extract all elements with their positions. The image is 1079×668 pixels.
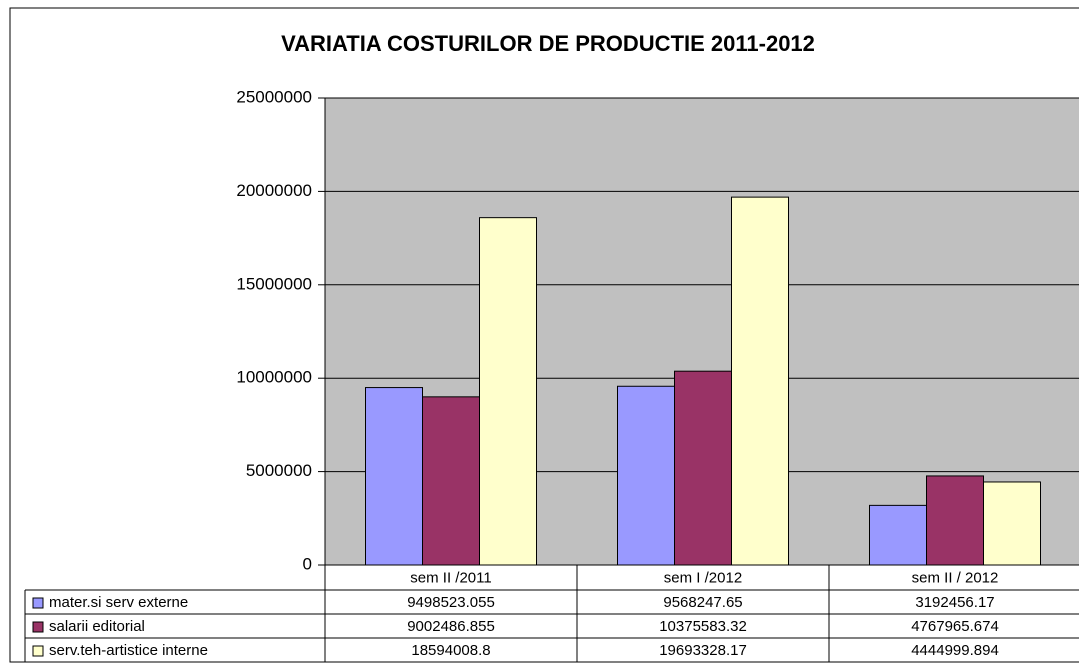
y-tick-label: 0	[303, 554, 312, 573]
legend-key	[32, 597, 44, 609]
y-tick-label: 15000000	[236, 274, 312, 293]
table-value: 9498523.055	[407, 594, 495, 611]
table-value: 9002486.855	[407, 618, 495, 635]
x-tick-label: sem I /2012	[664, 569, 742, 586]
y-tick-label: 20000000	[236, 181, 312, 200]
bar	[365, 387, 423, 566]
table-value: 4767965.674	[911, 618, 999, 635]
table-value: 19693328.17	[659, 642, 747, 659]
x-tick-label: sem II /2011	[410, 569, 491, 586]
bar	[926, 475, 984, 566]
bar	[617, 385, 675, 566]
bar	[479, 217, 537, 566]
y-tick-label: 5000000	[246, 461, 312, 480]
y-tick-label: 10000000	[236, 368, 312, 387]
legend-label: mater.si serv externe	[49, 594, 188, 611]
legend-key	[32, 621, 44, 633]
table-value: 3192456.17	[915, 594, 994, 611]
bar	[731, 196, 789, 566]
chart-title: VARIATIA COSTURILOR DE PRODUCTIE 2011-20…	[281, 31, 815, 56]
table-value: 18594008.8	[411, 642, 490, 659]
bar	[422, 396, 480, 566]
bar	[674, 370, 732, 566]
bar	[869, 504, 927, 566]
y-tick-label: 25000000	[236, 87, 312, 106]
legend-key	[32, 645, 44, 657]
table-value: 9568247.65	[663, 594, 742, 611]
table-value: 10375583.32	[659, 618, 747, 635]
x-tick-label: sem II / 2012	[912, 569, 999, 586]
bar	[983, 481, 1041, 566]
legend-label: serv.teh-artistice interne	[49, 642, 208, 659]
legend-label: salarii editorial	[49, 618, 145, 635]
table-value: 4444999.894	[911, 642, 999, 659]
